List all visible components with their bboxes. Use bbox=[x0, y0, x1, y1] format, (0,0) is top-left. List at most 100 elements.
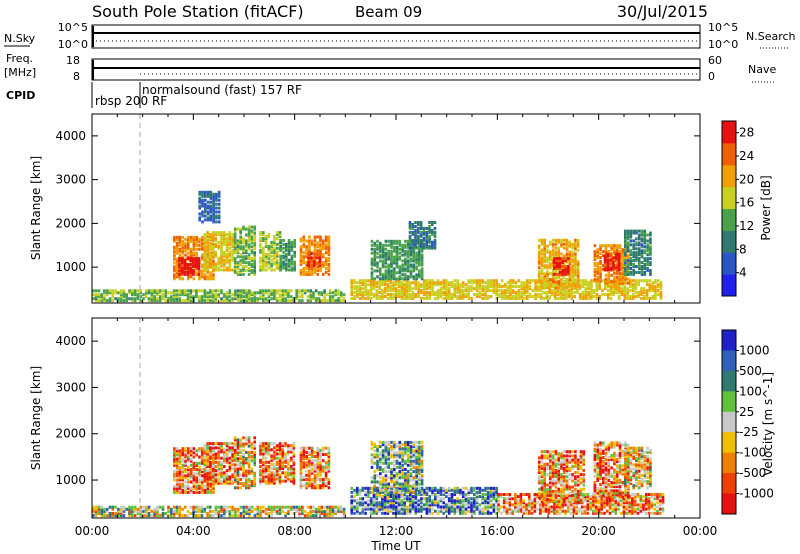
panel0-cell-11 bbox=[571, 274, 574, 278]
panel0-cell-15 bbox=[624, 249, 627, 253]
panel0-cell-17 bbox=[289, 295, 293, 299]
panel0-cell-0 bbox=[200, 275, 204, 279]
panel0-cell-8 bbox=[598, 283, 601, 287]
panel0-cell-17 bbox=[245, 291, 248, 295]
panel0-cell-8 bbox=[383, 291, 387, 294]
panel0-cell-17 bbox=[278, 299, 282, 303]
panel0-cell-17 bbox=[117, 291, 120, 295]
panel0-cell-6 bbox=[316, 272, 320, 276]
panel1-cell-5 bbox=[484, 497, 487, 501]
panel0-cell-16 bbox=[201, 204, 204, 208]
panel0-cell-17 bbox=[158, 291, 162, 295]
panel0-cell-17 bbox=[214, 293, 218, 297]
panel1-cell-4 bbox=[299, 486, 303, 490]
panel1-cell-4 bbox=[316, 459, 320, 463]
panel1-cell-0 bbox=[181, 447, 184, 451]
panel1-cell-3 bbox=[292, 471, 296, 475]
panel1-cell-2 bbox=[239, 467, 242, 471]
panel0-cell-3 bbox=[233, 241, 237, 245]
panel0-cell-8 bbox=[417, 291, 420, 294]
panel1-cell-5 bbox=[445, 495, 448, 499]
panel0-cell-8 bbox=[436, 283, 440, 287]
panel1-cell-6 bbox=[381, 455, 385, 459]
panel0-cell-6 bbox=[299, 239, 303, 243]
panel1-cell-0 bbox=[195, 484, 198, 488]
panel1-cell-5 bbox=[473, 493, 476, 496]
panel0-cell-8 bbox=[358, 296, 362, 300]
panel0-cell-8 bbox=[356, 295, 359, 298]
panel0-cell-8 bbox=[615, 291, 618, 294]
panel1-cell-1 bbox=[211, 475, 215, 479]
panel1-cell-2 bbox=[242, 442, 245, 446]
panel0-cell-17 bbox=[259, 291, 262, 295]
panel1-cell-5 bbox=[464, 507, 468, 511]
panel0-cell-9 bbox=[404, 259, 407, 263]
panel1-cell-0 bbox=[212, 453, 215, 457]
panel0-cell-13 bbox=[627, 281, 630, 285]
cpid-mode-2: normalsound (fast) 157 RF bbox=[142, 83, 302, 97]
panel0-cell-8 bbox=[498, 285, 501, 289]
panel0-cell-8 bbox=[659, 291, 663, 294]
panel0-cell-16 bbox=[201, 194, 204, 198]
panel0-cell-2 bbox=[231, 239, 234, 242]
panel1-cell-5 bbox=[431, 493, 434, 496]
panel1-cell-3 bbox=[281, 465, 285, 468]
panel0-cell-8 bbox=[531, 279, 535, 283]
panel0-cell-8 bbox=[570, 291, 574, 294]
panel0-cell-0 bbox=[181, 277, 184, 281]
panel0-cell-8 bbox=[512, 281, 515, 285]
panel0-cell-0 bbox=[175, 271, 179, 275]
panel1-cell-5 bbox=[492, 505, 496, 509]
panel0-cell-17 bbox=[262, 293, 265, 297]
panel0-cell-6 bbox=[316, 241, 320, 245]
panel1-cell-5 bbox=[372, 495, 376, 499]
panel0-cell-8 bbox=[364, 281, 367, 285]
panel1-cell-4 bbox=[319, 461, 322, 465]
panel0-cell-17 bbox=[334, 291, 337, 295]
panel0-cell-8 bbox=[629, 285, 632, 289]
panel0-cell-6 bbox=[310, 272, 314, 276]
panel1-cell-1 bbox=[220, 456, 223, 460]
panel1-cell-5 bbox=[459, 511, 462, 515]
panel0-cell-9 bbox=[398, 265, 402, 269]
panel1-cell-5 bbox=[417, 499, 420, 503]
panel1-cell-3 bbox=[259, 477, 262, 481]
panel0-cell-8 bbox=[659, 285, 663, 289]
panel0-cell-3 bbox=[236, 265, 240, 268]
panel0-cell-17 bbox=[323, 299, 326, 303]
panel0-cell-9 bbox=[387, 257, 390, 261]
panel1-cell-5 bbox=[464, 493, 468, 496]
panel0-cell-16 bbox=[198, 204, 201, 208]
panel0-cell-8 bbox=[506, 281, 510, 285]
panel0-cell-6 bbox=[310, 270, 314, 274]
panel0-cell-15 bbox=[643, 239, 647, 243]
panel0-cell-6 bbox=[322, 241, 325, 245]
panel0-cell-9 bbox=[401, 245, 404, 249]
panel1-cell-5 bbox=[392, 497, 395, 501]
panel0-cell-15 bbox=[646, 249, 649, 253]
panel1-cell-4 bbox=[319, 484, 322, 488]
panel1-cell-0 bbox=[198, 461, 201, 465]
panel0-cell-17 bbox=[287, 289, 290, 293]
panel0-cell-3 bbox=[245, 255, 248, 259]
panel0-cell-11 bbox=[554, 276, 558, 280]
panel1-cell-6 bbox=[373, 470, 377, 474]
panel0-cell-7 bbox=[315, 252, 319, 256]
panel0-cell-8 bbox=[495, 283, 498, 287]
panel0-cell-14 bbox=[614, 252, 618, 256]
panel0-cell-3 bbox=[253, 243, 256, 247]
panel0-cell-5 bbox=[287, 264, 291, 268]
panel0-cell-1 bbox=[180, 261, 184, 265]
panel0-cell-17 bbox=[298, 289, 301, 293]
panel0-cell-8 bbox=[481, 281, 484, 285]
panel1-cell-5 bbox=[400, 501, 404, 505]
panel0-cell-4 bbox=[275, 233, 279, 237]
panel0-cell-8 bbox=[461, 296, 465, 300]
panel0-cell-16 bbox=[215, 198, 218, 202]
panel1-cell-5 bbox=[453, 503, 457, 507]
panel0-cell-8 bbox=[439, 289, 443, 293]
panel0-cell-8 bbox=[397, 289, 401, 293]
panel0-cell-15 bbox=[624, 267, 627, 270]
panel0-cell-8 bbox=[654, 296, 657, 300]
panel1-cell-4 bbox=[319, 486, 322, 490]
